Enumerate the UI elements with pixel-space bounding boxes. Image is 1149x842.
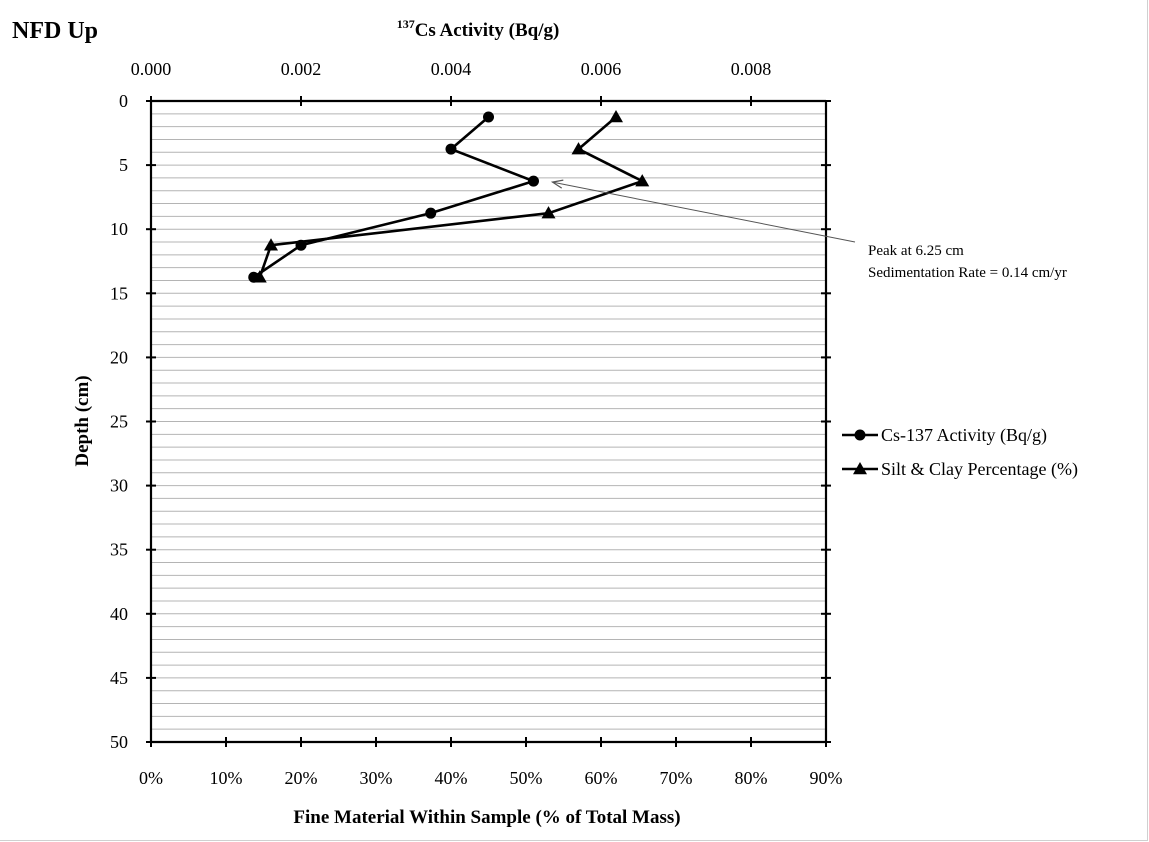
data-point-circle: [483, 111, 494, 123]
bottom-tick-label: 70%: [660, 768, 693, 788]
y-tick-label: 5: [119, 155, 128, 175]
annotation-arrow-head: [550, 179, 564, 189]
top-tick-label: 0.006: [581, 59, 622, 79]
annotation-arrow-line: [552, 181, 856, 243]
bottom-tick-label: 90%: [810, 768, 843, 788]
annotation-text: Sedimentation Rate = 0.14 cm/yr: [868, 265, 1067, 281]
series-silt-clay: [252, 110, 650, 283]
top-axis-title-superscript: 137: [397, 17, 415, 31]
y-tick-label: 30: [110, 476, 128, 496]
annotation: Peak at 6.25 cm Sedimentation Rate = 0.14…: [550, 179, 1067, 281]
data-series: [248, 110, 650, 283]
gridlines: [151, 113, 826, 730]
chart-title: NFD Up: [12, 18, 98, 44]
y-tick-label: 25: [110, 412, 128, 432]
data-point-triangle: [541, 206, 556, 219]
data-point-triangle: [609, 110, 623, 123]
y-tick-label: 50: [110, 732, 128, 752]
legend-item: Silt & Clay Percentage (%): [842, 459, 1078, 480]
legend-label: Cs-137 Activity (Bq/g): [881, 425, 1047, 446]
bottom-tick-label: 0%: [139, 768, 163, 788]
data-point-triangle: [264, 238, 278, 251]
bottom-tick-label: 40%: [435, 768, 468, 788]
top-axis-title: 137Cs Activity (Bq/g): [397, 17, 560, 41]
data-point-circle: [528, 175, 539, 187]
data-point-triangle: [571, 142, 586, 155]
top-axis-title-text: Cs Activity (Bq/g): [415, 20, 560, 41]
bottom-tick-label: 30%: [360, 768, 393, 788]
legend-label: Silt & Clay Percentage (%): [881, 459, 1078, 480]
data-point-triangle: [252, 270, 267, 283]
top-tick-label: 0.002: [281, 59, 322, 79]
data-point-circle: [425, 207, 437, 219]
data-point-triangle: [635, 174, 650, 187]
y-tick-label: 15: [110, 283, 128, 303]
series-line: [258, 116, 646, 278]
y-axis-title: Depth (cm): [72, 375, 93, 466]
data-point-circle: [445, 143, 457, 155]
y-tick-label: 40: [110, 604, 128, 624]
bottom-tick-label: 10%: [210, 768, 243, 788]
y-tick-label: 10: [110, 219, 128, 239]
bottom-axis-title: Fine Material Within Sample (% of Total …: [293, 807, 680, 828]
top-tick-label: 0.004: [431, 59, 472, 79]
top-tick-label: 0.008: [731, 59, 772, 79]
legend-item: Cs-137 Activity (Bq/g): [842, 425, 1047, 446]
bottom-tick-label: 60%: [585, 768, 618, 788]
legend: Cs-137 Activity (Bq/g) Silt & Clay Percen…: [842, 425, 1078, 480]
y-tick-label: 0: [119, 91, 128, 111]
bottom-tick-label: 20%: [285, 768, 318, 788]
series-cs137: [248, 111, 539, 283]
legend-marker-triangle: [853, 462, 867, 475]
top-tick-label: 0.000: [131, 59, 172, 79]
y-tick-label: 45: [110, 668, 128, 688]
annotation-text: Peak at 6.25 cm: [868, 243, 964, 259]
y-tick-label: 35: [110, 540, 128, 560]
y-tick-label: 20: [110, 347, 128, 367]
bottom-tick-label: 80%: [735, 768, 768, 788]
series-line: [253, 116, 538, 279]
tick-labels: 0 5 10 15 20 25 30 35 40 45 50 0% 10% 20% 30% 40% 50% 60%…: [110, 59, 843, 788]
legend-marker-circle: [854, 429, 866, 441]
axes: [146, 96, 831, 747]
bottom-tick-label: 50%: [510, 768, 543, 788]
